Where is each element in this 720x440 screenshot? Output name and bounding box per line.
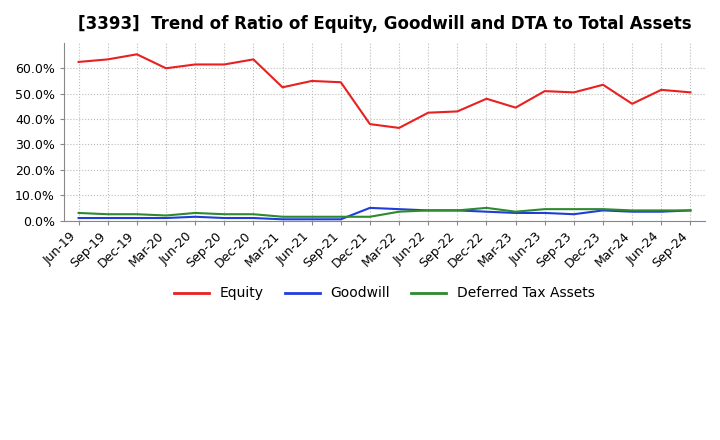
Title: [3393]  Trend of Ratio of Equity, Goodwill and DTA to Total Assets: [3393] Trend of Ratio of Equity, Goodwil… (78, 15, 691, 33)
Legend: Equity, Goodwill, Deferred Tax Assets: Equity, Goodwill, Deferred Tax Assets (168, 281, 600, 306)
